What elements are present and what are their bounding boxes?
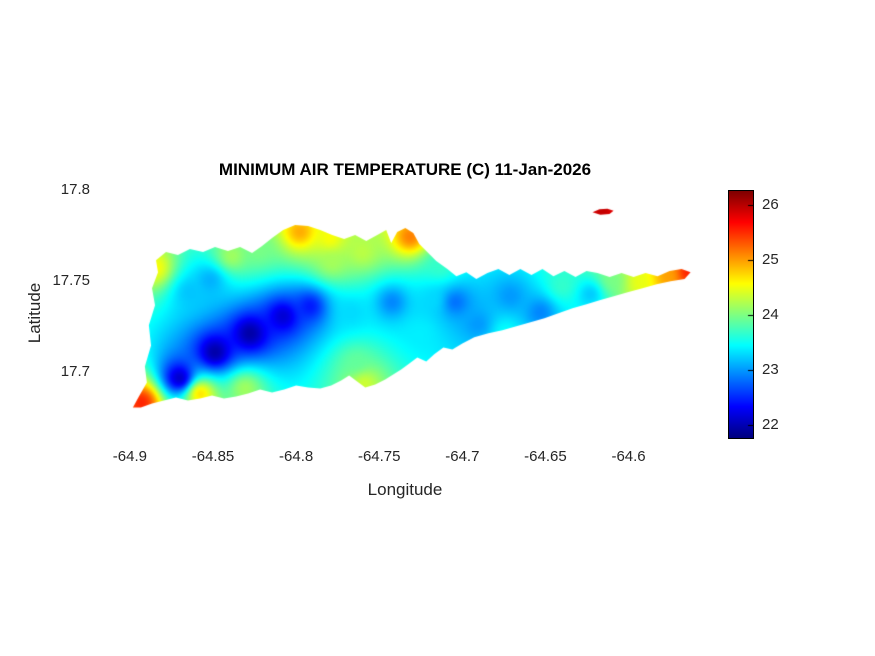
temperature-heatmap-canvas [100,188,710,440]
colorbar-tick-label: 23 [762,360,779,378]
colorbar-tick-label: 22 [762,415,779,433]
colorbar-tick-label: 26 [762,195,779,213]
x-tick-label: -64.9 [112,448,148,465]
chart-title: MINIMUM AIR TEMPERATURE (C) 11-Jan-2026 [218,160,592,179]
colorbar-gradient-canvas [729,191,753,438]
x-tick-label: -64.7 [445,448,480,465]
colorbar-tick-label: 25 [762,250,779,268]
x-axis-label: Longitude [367,480,443,499]
x-tick-label: -64.65 [524,448,567,465]
x-tick-label: -64.6 [611,448,646,465]
colorbar [728,190,754,439]
x-tick-label: -64.75 [357,448,401,465]
y-tick-label: 17.7 [60,363,90,381]
x-tick-label: -64.85 [191,448,235,465]
y-tick-label: 17.8 [60,180,90,198]
y-tick-label: 17.75 [52,272,90,290]
colorbar-tick-label: 24 [762,305,779,323]
x-tick-label: -64.8 [279,448,314,465]
